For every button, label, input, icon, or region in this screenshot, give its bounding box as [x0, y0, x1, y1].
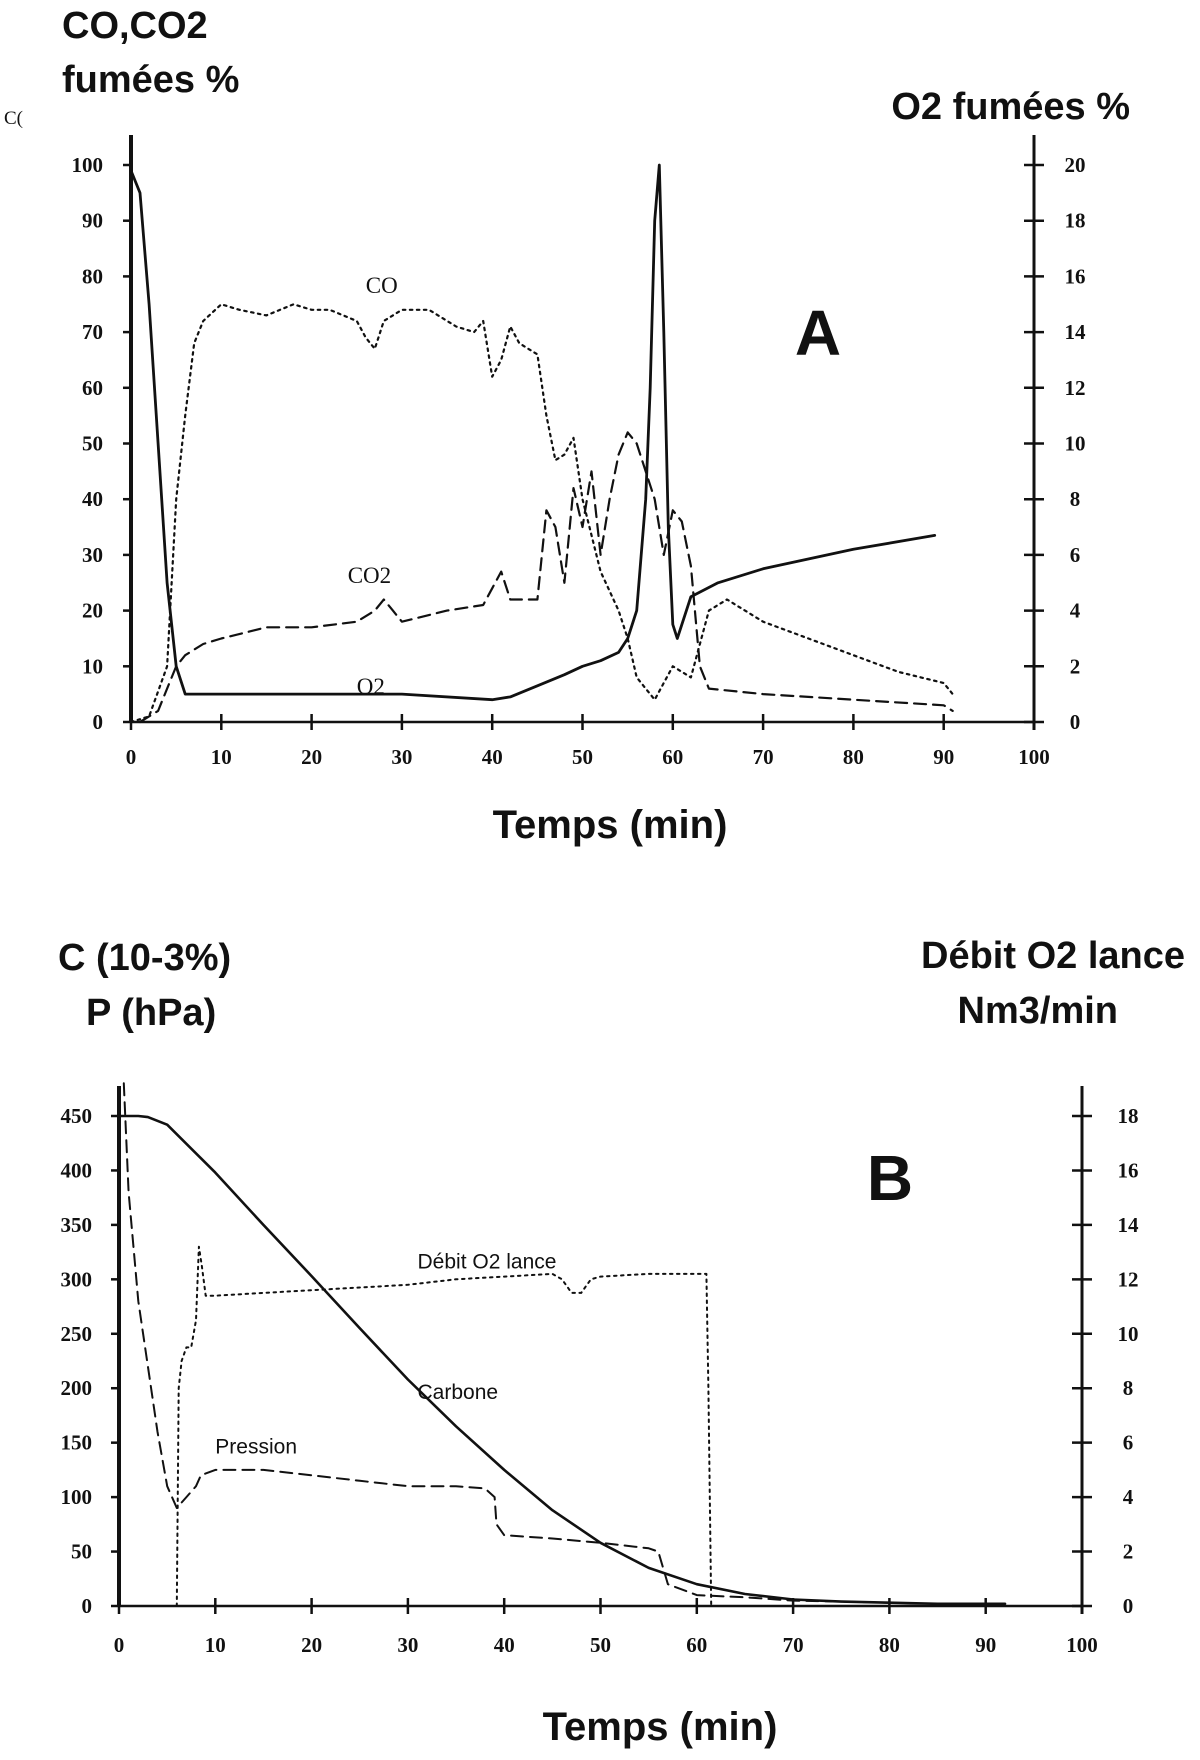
- panel-b-y-left-tick-label-250: 250: [61, 1322, 93, 1346]
- panel-a-y-left-tick-label-100: 100: [72, 153, 104, 177]
- panel-b-y-left-tick-label-450: 450: [61, 1104, 93, 1128]
- panel-a-letter: A: [795, 297, 841, 369]
- chart-panel-b: C (10-3%) P (hPa) Débit O2 lance Nm3/min…: [58, 935, 1185, 1749]
- panel-b-y-left-tick-label-300: 300: [61, 1267, 93, 1291]
- panel-b-x-axis-label: Temps (min): [543, 1705, 778, 1749]
- panel-b-y-right-tick-label-6: 6: [1123, 1431, 1134, 1455]
- panel-b-y-right-tick-label-10: 10: [1118, 1322, 1139, 1346]
- panel-a-y-left-tick-label-50: 50: [82, 432, 103, 456]
- panel-a-x-tick-label-100: 100: [1018, 745, 1050, 769]
- panel-a-right-axis-title: O2 fumées %: [891, 86, 1130, 128]
- panel-b-y-right-tick-label-14: 14: [1118, 1213, 1140, 1237]
- panel-a-x-axis-label: Temps (min): [493, 803, 728, 847]
- panel-b-x-tick-label-20: 20: [301, 1633, 322, 1657]
- panel-b-right-axis-title-line2: Nm3/min: [958, 990, 1118, 1032]
- panel-b-x-tick-label-0: 0: [114, 1633, 125, 1657]
- panel-a-annotation-co2: CO2: [348, 563, 391, 588]
- panel-b-x-tick-label-90: 90: [975, 1633, 996, 1657]
- panel-a-series: [129, 163, 954, 724]
- panel-b-y-left-tick-label-100: 100: [61, 1485, 93, 1509]
- panel-b-x-tick-label-40: 40: [494, 1633, 515, 1657]
- panel-b-axes: [117, 1086, 1084, 1614]
- panel-b-y-right-tick-label-18: 18: [1118, 1104, 1139, 1128]
- panel-a-x-tick-label-60: 60: [662, 745, 683, 769]
- panel-a-y-left-tick-label-70: 70: [82, 320, 103, 344]
- panel-a-y-right-tick-label-0: 0: [1070, 710, 1081, 734]
- panel-b-x-tick-label-80: 80: [879, 1633, 900, 1657]
- panel-b-series-pression: [122, 1082, 891, 1604]
- panel-b-y-left-tick-label-400: 400: [61, 1158, 93, 1182]
- panel-a-y-left-tick-label-90: 90: [82, 209, 103, 233]
- panel-b-x-tick-label-50: 50: [590, 1633, 611, 1657]
- panel-b-x-tick-label-100: 100: [1066, 1633, 1098, 1657]
- panel-b-y-left-tick-label-200: 200: [61, 1376, 93, 1400]
- panel-a-x-tick-label-90: 90: [933, 745, 954, 769]
- panel-b-y-right-tick-label-0: 0: [1123, 1594, 1134, 1618]
- panel-b-annotation-carbone: Carbone: [418, 1381, 499, 1404]
- panel-a-y-right-tick-label-2: 2: [1070, 654, 1081, 678]
- panel-b-y-right-tick-label-16: 16: [1118, 1158, 1139, 1182]
- panel-b-x-tick-label-30: 30: [397, 1633, 418, 1657]
- panel-a-annotations: CO CO2 O2: [348, 273, 398, 699]
- panel-a-y-left-tick-label-30: 30: [82, 543, 103, 567]
- panel-b-y-left-tick-label-50: 50: [71, 1540, 92, 1564]
- panel-a-x-tick-label-30: 30: [391, 745, 412, 769]
- panel-a-y-right-tick-label-20: 20: [1065, 153, 1086, 177]
- panel-b-x-tick-label-10: 10: [205, 1633, 226, 1657]
- panel-b-left-axis-title-line2: P (hPa): [86, 992, 216, 1034]
- panel-b-y-left-tick-label-0: 0: [82, 1594, 93, 1618]
- panel-a-x-tick-label-0: 0: [126, 745, 137, 769]
- panel-a-y-left-tick-label-10: 10: [82, 654, 103, 678]
- panel-a-x-tick-label-40: 40: [482, 745, 503, 769]
- panel-b-annotations: Débit O2 lance Carbone Pression: [215, 1250, 556, 1458]
- panel-a-y-right-tick-label-8: 8: [1070, 487, 1081, 511]
- panel-a-annotation-o2: O2: [357, 674, 385, 699]
- panel-a-y-right-tick-label-16: 16: [1065, 264, 1086, 288]
- panel-a-x-tick-label-10: 10: [211, 745, 232, 769]
- panel-b-y-left-tick-label-350: 350: [61, 1213, 93, 1237]
- panel-b-series-d-bit-o2-lance: [175, 1245, 713, 1607]
- panel-a-ticks: 0 10 20 30 40 50 60 70 80 90 100010203040506070809…: [72, 153, 1087, 769]
- panel-b-annotation-debit: Débit O2 lance: [418, 1250, 557, 1273]
- panel-b-annotation-pression: Pression: [215, 1436, 297, 1459]
- panel-a-x-tick-label-70: 70: [753, 745, 774, 769]
- panel-b-y-right-tick-label-8: 8: [1123, 1376, 1134, 1400]
- panel-a-left-axis-fragment: C(: [4, 108, 23, 129]
- panel-b-y-right-tick-label-4: 4: [1123, 1485, 1134, 1509]
- panel-a-y-left-tick-label-0: 0: [93, 710, 104, 734]
- panel-a-series-o2: [129, 163, 937, 702]
- panel-a-left-axis-title-line1: CO,CO2: [62, 5, 208, 47]
- panel-b-y-right-tick-label-2: 2: [1123, 1540, 1134, 1564]
- panel-a-x-tick-label-50: 50: [572, 745, 593, 769]
- panel-b-right-axis-title-line1: Débit O2 lance: [921, 935, 1185, 977]
- panel-a-y-right-tick-label-6: 6: [1070, 543, 1081, 567]
- panel-a-y-right-tick-label-4: 4: [1070, 599, 1081, 623]
- panel-a-y-left-tick-label-60: 60: [82, 376, 103, 400]
- panel-a-axes: [129, 135, 1036, 730]
- panel-a-left-axis-title-line2: fumées %: [62, 59, 239, 101]
- panel-b-series: [117, 1082, 1007, 1607]
- panel-a-y-left-tick-label-80: 80: [82, 264, 103, 288]
- panel-b-letter: B: [867, 1142, 913, 1214]
- panel-a-series-co: [129, 303, 954, 724]
- panel-a-y-right-tick-label-18: 18: [1065, 209, 1086, 233]
- panel-b-y-right-tick-label-12: 12: [1118, 1267, 1139, 1291]
- panel-a-y-right-tick-label-10: 10: [1065, 432, 1086, 456]
- panel-a-annotation-co: CO: [366, 273, 398, 298]
- panel-b-left-axis-title-line1: C (10-3%): [58, 937, 231, 979]
- panel-b-x-tick-label-60: 60: [686, 1633, 707, 1657]
- panel-a-x-tick-label-20: 20: [301, 745, 322, 769]
- panel-b-x-tick-label-70: 70: [783, 1633, 804, 1657]
- panel-a-y-right-tick-label-12: 12: [1065, 376, 1086, 400]
- panel-a-x-tick-label-80: 80: [843, 745, 864, 769]
- panel-b-y-left-tick-label-150: 150: [61, 1431, 93, 1455]
- panel-a-y-left-tick-label-40: 40: [82, 487, 103, 511]
- panel-b-ticks: 0 10 20 30 40 50 60 70 80 90 100050100150200250300…: [61, 1104, 1140, 1657]
- panel-a-series-co2: [138, 431, 954, 724]
- panel-a-y-left-tick-label-20: 20: [82, 599, 103, 623]
- panel-a-y-right-tick-label-14: 14: [1065, 320, 1087, 344]
- chart-panel-a: CO,CO2 fumées % C( O2 fumées % A Temps (…: [4, 5, 1130, 847]
